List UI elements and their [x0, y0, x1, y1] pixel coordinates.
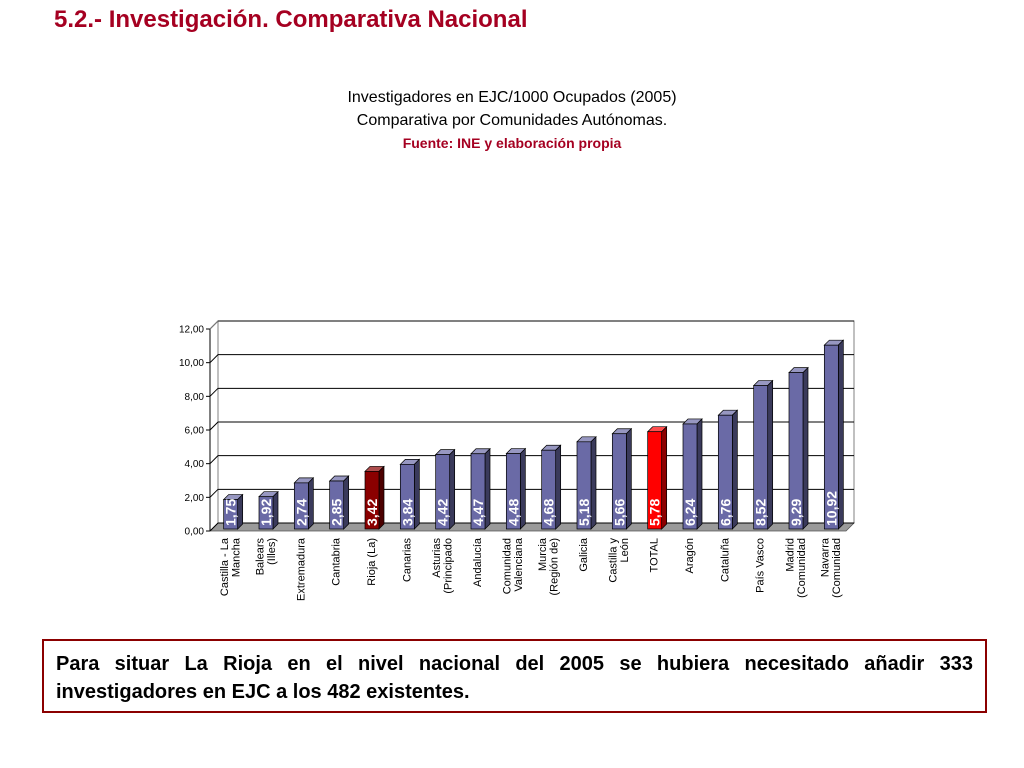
x-tick-label: Aragón [684, 538, 696, 573]
bar-value-label: 5,78 [647, 499, 663, 526]
bar-value-label: 2,74 [293, 499, 309, 526]
bar [682, 423, 698, 530]
bar-value-label: 10,92 [823, 491, 839, 526]
x-tick-label: Asturias(Principado [431, 538, 455, 594]
x-tick-label: Murcia(Región de) [537, 537, 561, 595]
chart-title: Investigadores en EJC/1000 Ocupados (200… [347, 89, 677, 106]
bar-value-label: 5,66 [611, 499, 627, 526]
bar [611, 433, 627, 530]
x-tick-label: Castilla - LaMancha [219, 537, 243, 596]
x-tick-label: ComunidadValenciana [502, 537, 526, 594]
bar [753, 385, 769, 530]
bar-value-label: 4,42 [435, 499, 451, 526]
bar [329, 480, 345, 530]
y-tick-label: 2,00 [185, 493, 205, 504]
x-tick-label: Rioja (La) [366, 538, 378, 586]
x-tick-label: Castilla yLeón [608, 538, 632, 583]
bar-value-label: 4,48 [505, 499, 521, 526]
chart-subtitle: Comparativa por Comunidades Autónomas. [356, 112, 668, 129]
x-tick-label: Navarra(Comunidad [820, 537, 844, 598]
bar [576, 441, 592, 530]
bar [823, 344, 839, 530]
bar-value-label: 4,68 [541, 499, 557, 526]
bar-value-label: 1,75 [223, 499, 239, 526]
bar [541, 449, 557, 530]
x-tick-label: Canarias [401, 538, 413, 583]
x-tick-label: Balears(Illes) [254, 538, 278, 576]
bar-value-label: 4,47 [470, 499, 486, 526]
bar [505, 453, 521, 530]
y-gridline [209, 387, 854, 397]
bar [364, 471, 380, 530]
bar-value-label: 3,42 [364, 499, 380, 526]
y-gridline [209, 522, 854, 532]
note-box: Para situar La Rioja en el nivel naciona… [42, 639, 987, 713]
y-gridline [209, 488, 854, 498]
x-tick-label: País Vasco [755, 538, 767, 593]
bar [435, 454, 451, 530]
chart-title-block: Investigadores en EJC/1000 Ocupados (200… [200, 86, 824, 155]
bar-value-label: 8,52 [753, 499, 769, 526]
bar-value-label: 2,85 [329, 499, 345, 526]
x-tick-label: Madrid(Comunidad [784, 538, 808, 598]
y-tick-label: 12,00 [179, 325, 204, 336]
y-tick-label: 8,00 [185, 392, 205, 403]
y-tick-label: 0,00 [185, 527, 205, 538]
bar-value-label: 6,76 [717, 499, 733, 526]
y-gridline [209, 421, 854, 431]
bar-value-label: 9,29 [788, 499, 804, 526]
bar [717, 414, 733, 530]
x-tick-label: Andalucía [472, 537, 484, 587]
y-tick-label: 10,00 [179, 358, 204, 369]
x-tick-label: TOTAL [649, 538, 661, 572]
slide-title: 5.2.- Investigación. Comparativa Naciona… [54, 6, 528, 33]
x-tick-label: Cantabria [331, 537, 343, 586]
y-axis-depth [209, 320, 219, 330]
bar-value-label: 3,84 [399, 499, 415, 526]
bar [788, 372, 804, 530]
bar [293, 482, 309, 530]
x-tick-label: Cataluña [719, 537, 731, 582]
y-gridline [209, 354, 854, 364]
bar-value-label: 6,24 [682, 499, 698, 526]
bar [258, 496, 274, 530]
y-tick-label: 4,00 [185, 459, 205, 470]
x-tick-label: Galicia [578, 537, 590, 572]
x-tick-label: Extremadura [295, 537, 307, 601]
bar [399, 464, 415, 530]
bar [223, 499, 239, 530]
bar-value-label: 1,92 [258, 499, 274, 526]
bar [647, 431, 663, 530]
bar [470, 453, 486, 530]
bar-value-label: 5,18 [576, 499, 592, 526]
y-tick-label: 6,00 [185, 426, 205, 437]
chart-source: Fuente: INE y elaboración propia [402, 135, 622, 151]
y-gridline [209, 455, 854, 465]
bar-chart: 0,00 2,00 4,00 6,00 8,00 10,00 12,00 1,75 Castil… [179, 320, 855, 601]
